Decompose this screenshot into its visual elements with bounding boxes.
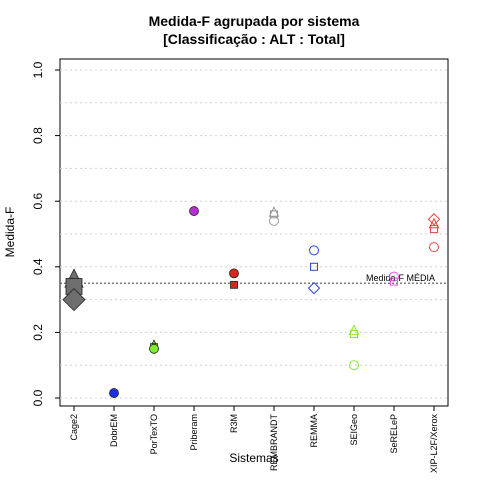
data-point-square [430,225,438,234]
x-tick-label: DobrEM [109,414,119,447]
x-tick-label: R3M [229,414,239,433]
data-point-circle [149,343,159,354]
data-point-circle [349,360,359,371]
data-point-diamond [427,213,441,226]
x-tick-label: REMMA [309,414,319,448]
x-axis: Cage2 DobrEM PorTexTO Priberam R3M REMBRANDT R… [69,406,439,473]
data-point-diamond [307,281,321,295]
reference-line-label: Medida-F MÉDIA [366,273,435,283]
x-tick-label: SEIGeo [349,414,359,446]
y-axis-label: Medida-F [3,207,17,258]
y-tick-label: 0.4 [31,258,45,275]
data-point-square [270,210,278,219]
y-tick-label: 0.6 [31,193,45,210]
data-point-circle [389,271,399,282]
x-axis-label: Sistemas [229,451,278,465]
data-points [62,206,441,398]
grid [60,69,448,399]
data-point-circle [109,388,119,398]
y-tick-label: 1.0 [31,61,45,78]
y-tick-label: 0.2 [31,324,45,341]
data-point-square [390,277,398,286]
data-point-triangle [348,324,360,335]
data-point-triangle [428,217,440,229]
x-tick-label: Cage2 [69,414,79,441]
data-point-circle [229,268,239,279]
plot-area [59,58,449,407]
data-point-circle [429,242,439,253]
chart-subtitle: [Classificação : ALT : Total] [163,31,345,47]
y-tick-label: 0.8 [31,127,45,144]
x-tick-label: XIP-L2F/Xerox [429,414,439,474]
y-axis: 0.0 0.2 0.4 0.6 0.8 1.0 [31,61,60,406]
y-tick-label: 0.0 [31,389,45,406]
data-point-diamond [62,288,86,312]
data-point-circle [189,206,199,216]
data-point-square [310,262,318,271]
x-tick-label: REMBRANDT [269,414,279,472]
x-tick-label: SeRELeP [389,414,399,454]
chart-title: Medida-F agrupada por sistema [149,13,360,29]
x-tick-label: Priberam [189,414,199,451]
data-point-square [230,280,238,289]
data-point-circle [269,215,279,226]
data-point-square [350,330,358,339]
x-tick-label: PorTexTO [149,414,159,454]
data-point-circle [309,245,319,256]
